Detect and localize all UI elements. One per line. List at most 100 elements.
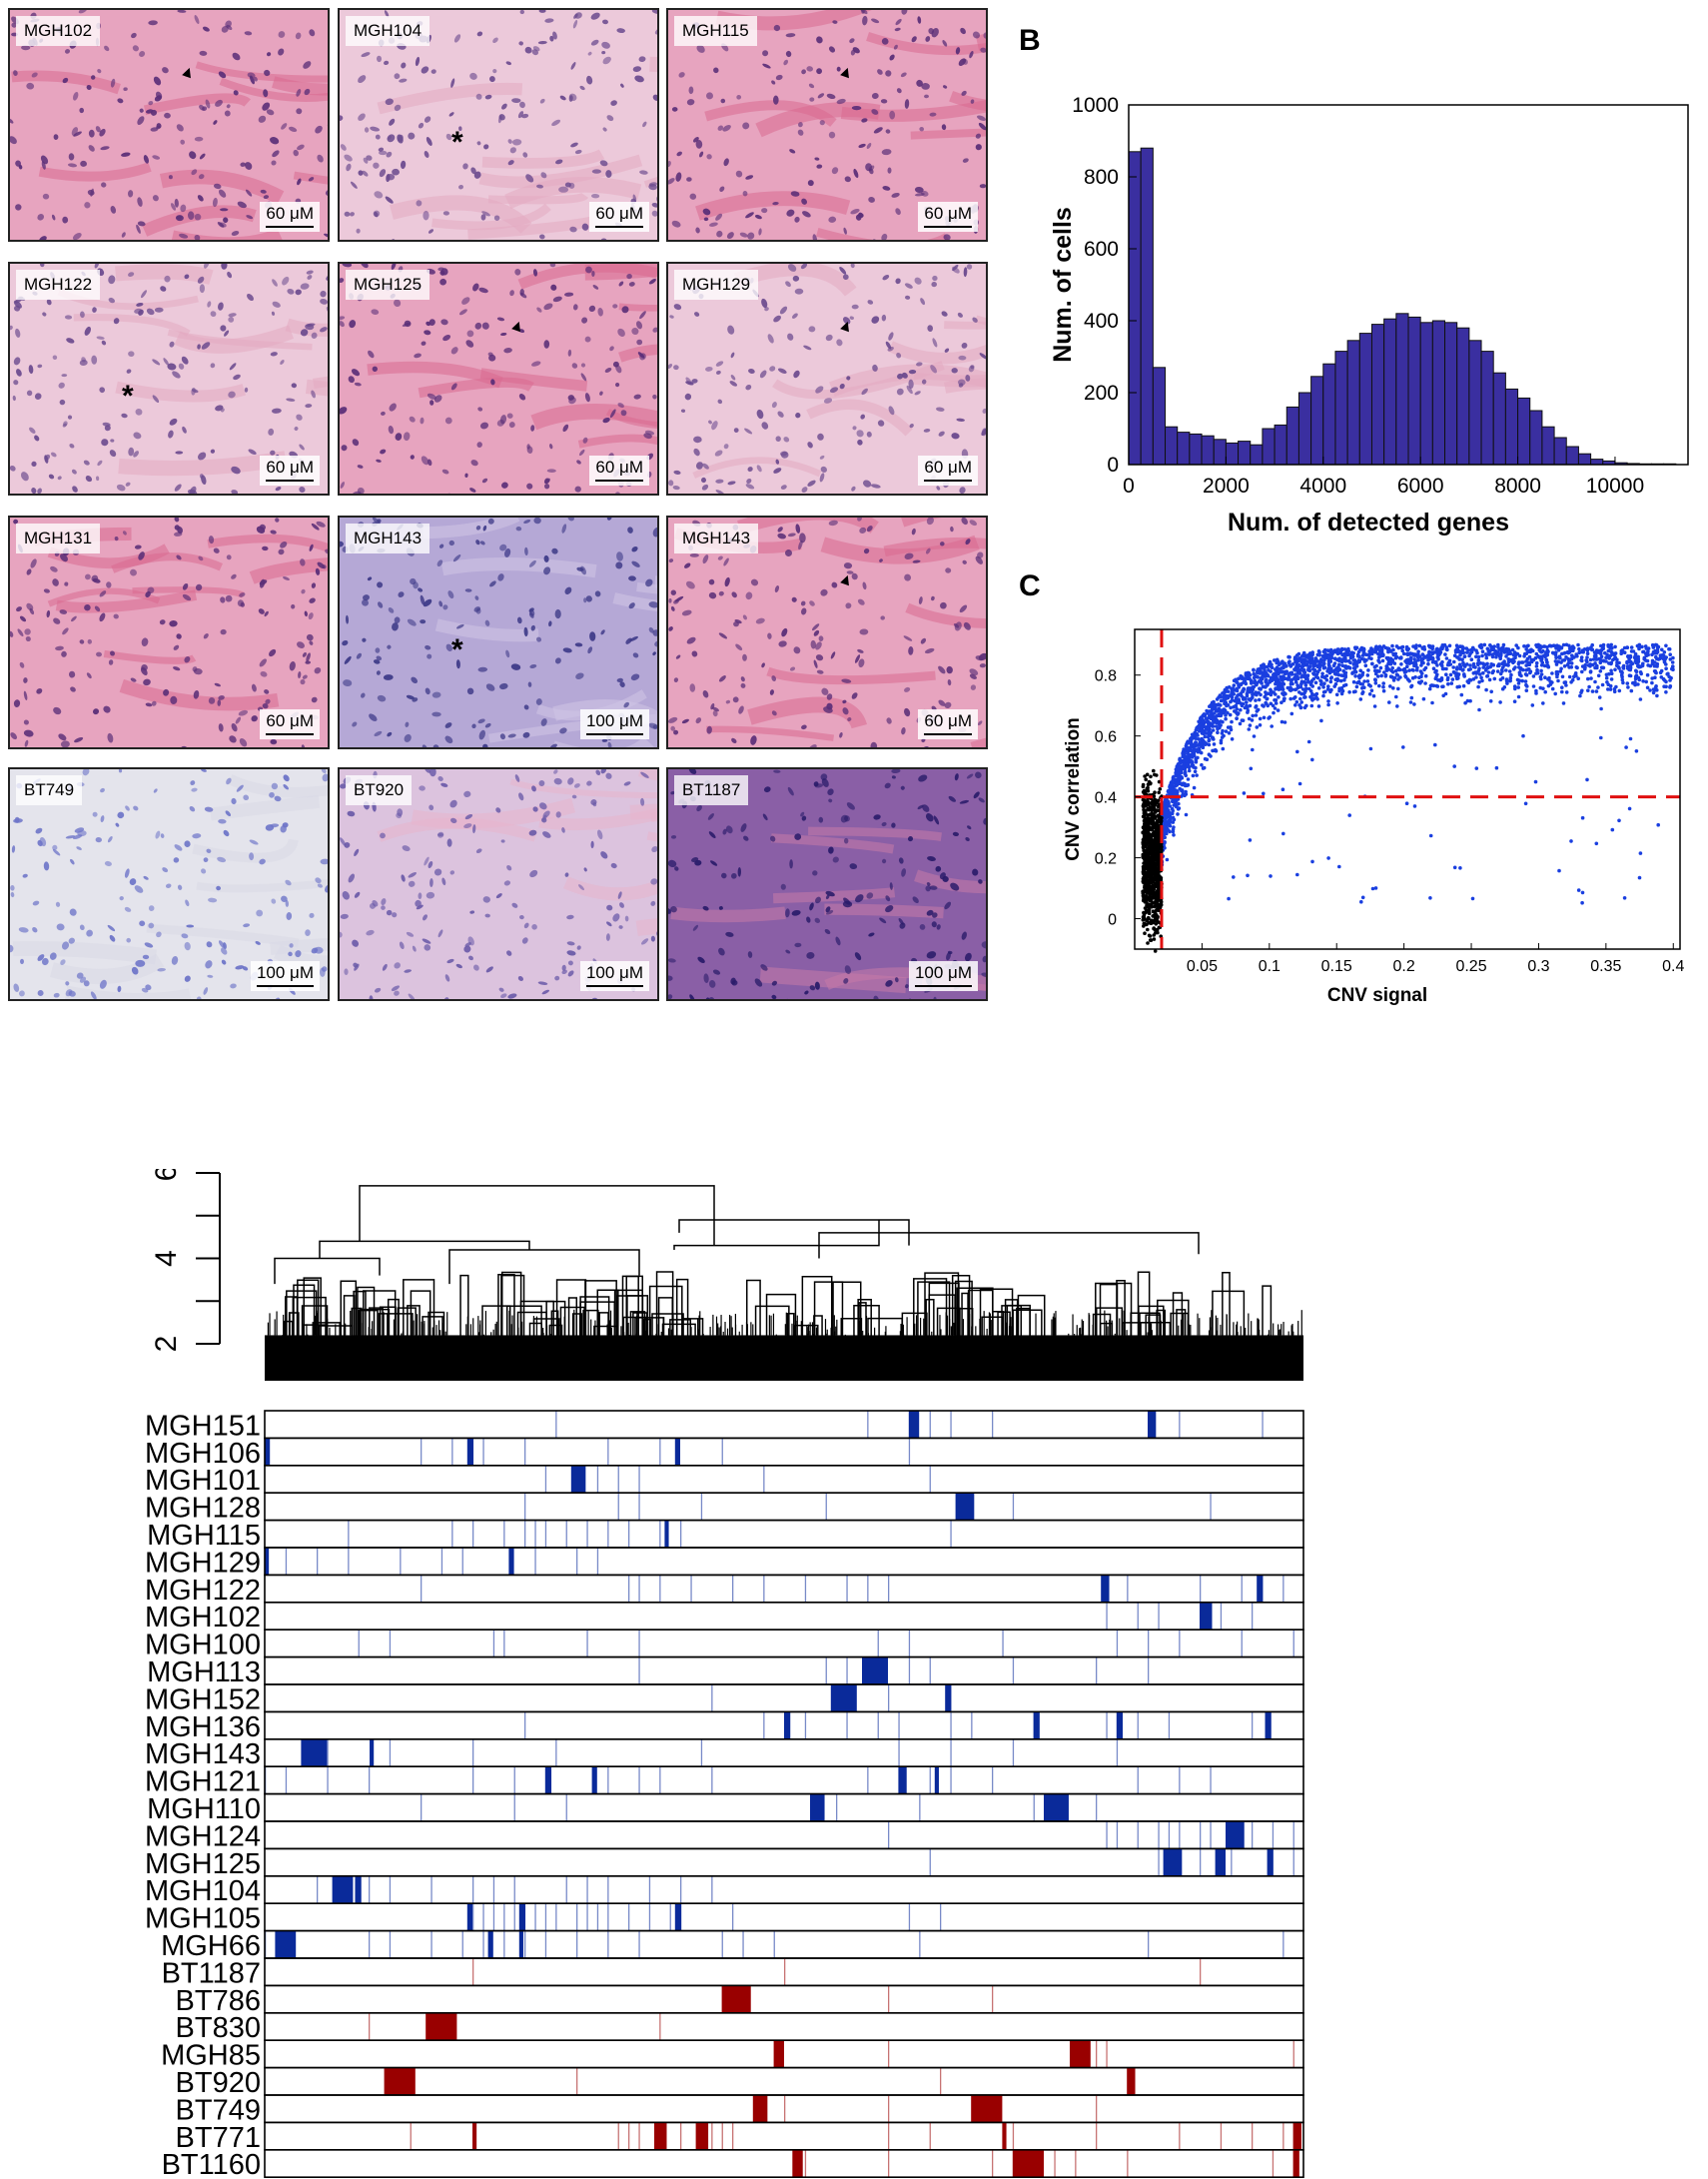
histology-tile: MGH131 60 μM bbox=[8, 516, 330, 749]
tissue-image bbox=[340, 769, 657, 999]
heatmap-cell bbox=[596, 1465, 599, 1494]
heatmap-block bbox=[830, 1684, 857, 1712]
scatter-point bbox=[1543, 654, 1547, 659]
scale-bar-label: 60 μM bbox=[595, 458, 643, 477]
dendrogram-link bbox=[397, 1307, 417, 1345]
heatmap-block bbox=[695, 2122, 709, 2150]
scatter-point bbox=[1247, 716, 1252, 721]
scale-bar-label: 100 μM bbox=[585, 711, 643, 730]
scatter-point bbox=[1430, 700, 1434, 705]
dendrogram-link bbox=[669, 1319, 692, 1340]
heatmap-row-frame bbox=[264, 1984, 1304, 2014]
scatter-point bbox=[1616, 664, 1621, 669]
scatter-point bbox=[1202, 731, 1206, 736]
scatter-point bbox=[1183, 769, 1188, 774]
scatter-point bbox=[1609, 677, 1614, 681]
scatter-point bbox=[1458, 866, 1462, 870]
heatmap-cell bbox=[472, 1766, 474, 1794]
scatter-point bbox=[1627, 656, 1631, 661]
scatter-point bbox=[1199, 750, 1204, 755]
scatter-point bbox=[1219, 709, 1224, 714]
scatter-point bbox=[1367, 692, 1372, 696]
heatmap-row-label: MGH129 bbox=[145, 1547, 261, 1579]
scatter-point bbox=[1644, 679, 1648, 684]
scatter-point bbox=[1428, 896, 1432, 900]
scatter-point bbox=[1389, 674, 1394, 679]
scatter-point bbox=[1146, 799, 1150, 803]
heatmap-block bbox=[792, 2149, 803, 2178]
scatter-point bbox=[1650, 652, 1654, 657]
scatter-point bbox=[1290, 662, 1295, 666]
scatter-point bbox=[1410, 675, 1415, 680]
scatter-point bbox=[1445, 647, 1449, 652]
scatter-point bbox=[1438, 661, 1443, 666]
scatter-point bbox=[1310, 859, 1314, 864]
scatter-point bbox=[1574, 652, 1578, 656]
tissue-image bbox=[668, 518, 986, 747]
scatter-point bbox=[1201, 745, 1206, 749]
scatter-point bbox=[1328, 676, 1333, 680]
scatter-point bbox=[1270, 724, 1274, 728]
scatter-point bbox=[1606, 644, 1611, 648]
scatter-point bbox=[1143, 931, 1147, 935]
scatter-point bbox=[1562, 658, 1567, 662]
scatter-point bbox=[1579, 655, 1584, 659]
scatter-point bbox=[1625, 681, 1630, 685]
heatmap-cell bbox=[576, 1930, 578, 1958]
scatter-point bbox=[1292, 667, 1296, 671]
scatter-point bbox=[1142, 833, 1147, 837]
heatmap-cell bbox=[929, 1465, 931, 1494]
heatmap-cell bbox=[638, 1766, 640, 1794]
scale-bar-label: 60 μM bbox=[266, 458, 314, 477]
heatmap-cell bbox=[524, 1711, 526, 1739]
scatter-point bbox=[1171, 829, 1176, 834]
scatter-point bbox=[1567, 646, 1572, 651]
dendrogram-link bbox=[548, 1324, 563, 1345]
heatmap-cell bbox=[888, 1985, 890, 2013]
scatter-point bbox=[1319, 657, 1323, 661]
heatmap-row-frame bbox=[264, 1464, 1304, 1494]
dendrogram-link bbox=[410, 1290, 431, 1342]
scatter-point bbox=[1343, 675, 1347, 679]
scatter-point bbox=[1237, 676, 1241, 681]
scatter-point bbox=[1264, 677, 1269, 682]
scatter-point bbox=[1419, 671, 1424, 675]
scatter-point bbox=[1480, 678, 1484, 683]
heatmap-cell bbox=[524, 1493, 526, 1521]
scatter-point bbox=[1462, 674, 1466, 678]
scatter-point bbox=[1358, 681, 1362, 686]
heatmap-block bbox=[275, 1930, 297, 1958]
scatter-point bbox=[1172, 817, 1177, 822]
scatter-point bbox=[1240, 718, 1245, 722]
scatter-point bbox=[1569, 665, 1574, 669]
scatter-point bbox=[1636, 682, 1640, 686]
heatmap-cell bbox=[1148, 1656, 1150, 1684]
dendrogram-link bbox=[979, 1288, 1014, 1337]
scatter-point bbox=[1245, 700, 1249, 704]
scatter-point bbox=[1513, 686, 1517, 691]
scatter-point bbox=[1321, 693, 1325, 698]
scatter-point bbox=[1254, 698, 1258, 702]
dendrogram-link bbox=[340, 1280, 358, 1345]
scatter-point bbox=[1165, 831, 1169, 836]
scatter-point bbox=[1454, 643, 1459, 647]
scale-bar: 60 μM bbox=[918, 456, 978, 486]
scatter-point bbox=[1512, 699, 1517, 703]
scatter-point bbox=[1159, 899, 1164, 904]
heatmap-cell bbox=[369, 2012, 371, 2041]
dendrogram-link bbox=[793, 1324, 819, 1345]
heatmap-cell bbox=[1137, 1766, 1139, 1794]
scatter-point bbox=[1218, 693, 1223, 697]
heatmap-cell bbox=[1116, 1821, 1119, 1849]
scatter-point bbox=[1281, 687, 1285, 691]
heatmap-row-label: BT920 bbox=[176, 2067, 261, 2099]
scatter-point bbox=[1484, 687, 1488, 692]
heatmap-cell bbox=[461, 1548, 463, 1576]
x-tick-label: 0.2 bbox=[1393, 958, 1415, 975]
heatmap-cell bbox=[804, 1711, 807, 1739]
scatter-point bbox=[1588, 657, 1593, 662]
heatmap-cell bbox=[565, 1520, 567, 1548]
dendrogram-link bbox=[675, 1278, 689, 1344]
scatter-point bbox=[1276, 708, 1281, 712]
scatter-point bbox=[1152, 831, 1156, 835]
